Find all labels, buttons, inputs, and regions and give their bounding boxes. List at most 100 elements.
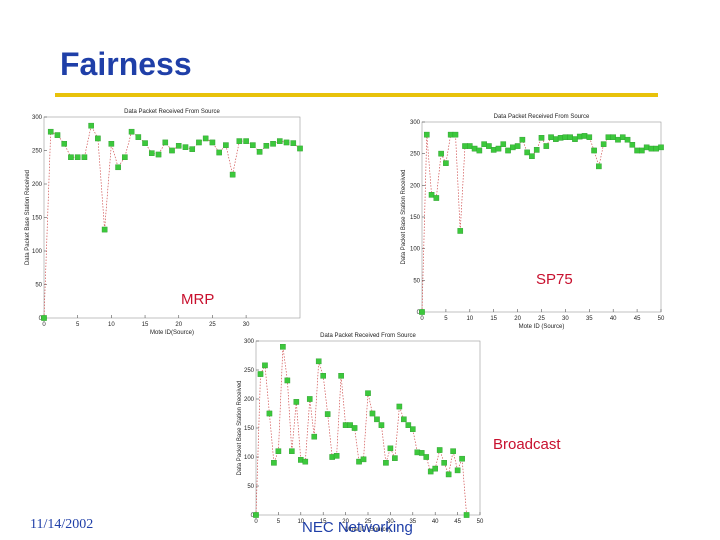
- data-point: [74, 154, 81, 160]
- data-point: [639, 147, 645, 154]
- data-point: [365, 390, 371, 396]
- data-point: [653, 145, 660, 152]
- data-point: [142, 140, 148, 146]
- chart-sp75-svg: 0 50 100 150 200 250 300 0 5 10 15 20 25 30 35 40 45 50 Da…: [401, 114, 665, 330]
- x-tick-label: 25: [365, 519, 372, 525]
- tag-sp75: SP75: [536, 271, 573, 288]
- data-point: [463, 512, 470, 518]
- data-point: [423, 454, 430, 460]
- data-point: [418, 450, 425, 456]
- x-tick-label: 10: [108, 322, 115, 328]
- data-point: [572, 136, 578, 142]
- chart-broadcast-svg: 0 50 100 150 200 250 300 0 5 10 15 20 25 30 35 40 45 50 Da…: [237, 333, 484, 533]
- data-point: [533, 147, 540, 153]
- data-point: [392, 455, 398, 461]
- slide-title: Fairness: [60, 46, 192, 82]
- chart-title: Data Packet Received From Source: [320, 333, 416, 339]
- x-tick-label: 15: [142, 322, 149, 328]
- plot-frame: [43, 116, 301, 319]
- x-tick-label: 15: [320, 519, 327, 525]
- data-point: [423, 131, 430, 138]
- data-point: [223, 142, 229, 148]
- x-tick-label: 45: [634, 316, 641, 322]
- data-point: [443, 160, 449, 166]
- data-point: [581, 133, 588, 139]
- data-point: [209, 139, 216, 146]
- y-axis-label: Data Packet Base Station Received: [401, 169, 407, 264]
- data-point: [409, 426, 416, 432]
- data-point: [81, 154, 88, 160]
- y-tick-label: 250: [244, 368, 255, 374]
- data-point: [135, 134, 142, 140]
- y-tick-label: 150: [32, 216, 43, 222]
- y-tick-label: 50: [35, 283, 42, 289]
- x-tick-label: 20: [514, 316, 521, 322]
- data-point: [189, 146, 196, 152]
- data-point: [196, 139, 202, 146]
- data-point: [263, 143, 270, 149]
- data-point: [548, 134, 554, 141]
- data-point: [459, 455, 465, 462]
- data-point: [428, 192, 435, 198]
- x-tick-label: 50: [477, 519, 484, 525]
- data-point: [95, 135, 101, 142]
- data-point: [257, 371, 264, 377]
- chart-mrp-svg: 0 50 100 150 200 250 300 0 5 10 15 20 25 30 Data Packe…: [25, 109, 303, 336]
- data-point: [619, 134, 626, 141]
- data-point: [101, 226, 108, 233]
- y-tick-label: 200: [32, 182, 43, 188]
- y-tick-label: 300: [244, 339, 255, 345]
- data-point: [369, 410, 376, 417]
- series-line: [421, 134, 662, 313]
- x-tick-label: 25: [209, 322, 216, 328]
- data-point: [229, 171, 236, 178]
- data-point: [302, 458, 309, 465]
- data-point: [128, 128, 135, 135]
- data-point: [447, 131, 454, 138]
- data-point: [600, 141, 607, 147]
- y-tick-label: 150: [244, 426, 255, 432]
- data-point: [658, 144, 664, 151]
- tag-mrp: MRP: [181, 291, 215, 308]
- y-tick-label: 100: [244, 455, 255, 461]
- data-point: [306, 396, 313, 402]
- data-point: [557, 135, 564, 141]
- data-point: [324, 411, 331, 417]
- data-point: [495, 145, 502, 152]
- y-tick-label: 200: [410, 183, 421, 189]
- data-point: [510, 144, 516, 151]
- data-point: [315, 358, 322, 365]
- data-point: [276, 138, 283, 144]
- data-point: [450, 448, 456, 454]
- data-point: [615, 136, 621, 143]
- y-tick-label: 150: [410, 215, 421, 221]
- x-tick-label: 25: [538, 316, 545, 322]
- data-point: [293, 399, 300, 405]
- data-point: [438, 150, 444, 157]
- data-point: [387, 445, 394, 452]
- data-point: [216, 149, 222, 156]
- data-point: [256, 149, 263, 155]
- data-point: [338, 373, 344, 379]
- data-point: [270, 141, 276, 147]
- x-tick-label: 10: [297, 519, 304, 525]
- data-point: [115, 164, 121, 171]
- data-point: [162, 139, 169, 146]
- y-tick-label: 250: [410, 152, 421, 158]
- data-point: [271, 459, 277, 466]
- data-point: [122, 154, 128, 160]
- x-tick-label: 30: [243, 322, 250, 328]
- data-point: [250, 142, 256, 148]
- data-point: [490, 147, 497, 153]
- x-tick-label: 40: [432, 519, 439, 525]
- y-tick-label: 0: [39, 316, 43, 322]
- data-point: [405, 422, 412, 428]
- data-point: [505, 147, 511, 154]
- data-point: [445, 471, 452, 478]
- title-rule: [55, 93, 658, 97]
- data-point: [47, 128, 54, 135]
- data-point: [567, 134, 573, 141]
- chart-broadcast: 0 50 100 150 200 250 300 0 5 10 15 20 25 30 35 40 45 50 Da…: [234, 327, 490, 533]
- x-tick-label: 35: [409, 519, 416, 525]
- data-point: [289, 448, 295, 454]
